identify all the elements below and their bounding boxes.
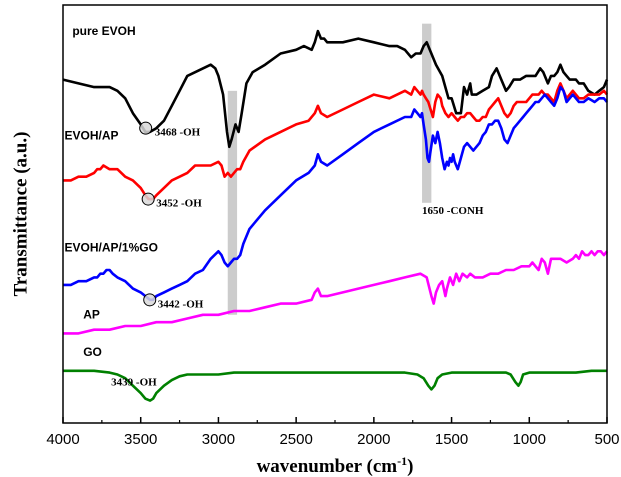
peak-label-1: 3452 -OH — [156, 198, 202, 210]
series-label-0: pure EVOH — [72, 24, 135, 38]
peak-marker-1 — [141, 192, 155, 206]
series-line-1 — [63, 82, 609, 201]
plot-frame — [62, 4, 608, 424]
series-label-3: AP — [83, 308, 100, 322]
spectra-lines — [62, 29, 609, 402]
series-line-4 — [63, 369, 607, 402]
peak-annotations: 3468 -OH 3452 -OH 3442 -OH 1650 -CONH 3439 -… — [111, 127, 484, 389]
peak-label-0: 3468 -OH — [155, 127, 201, 139]
x-axis-title: wavenumber (cm-1) — [257, 454, 414, 477]
peak-label-4: 3439 -OH — [111, 377, 157, 389]
series-line-2 — [63, 85, 608, 302]
series-label-2: EVOH/AP/1%GO — [65, 240, 158, 254]
series-label-4: GO — [83, 345, 102, 359]
x-axis-title-end: ) — [407, 456, 413, 477]
series-labels: pure EVOH EVOH/AP EVOH/AP/1%GO AP GO — [65, 24, 158, 359]
x-tick-label-4: 2000 — [357, 431, 390, 448]
highlight-bands — [227, 23, 432, 315]
x-tick-label-5: 1500 — [435, 431, 468, 448]
highlight-band-0 — [227, 90, 238, 315]
peak-label-2: 3442 -OH — [158, 298, 204, 310]
series-line-0 — [62, 29, 609, 149]
x-axis-title-sup: -1 — [397, 454, 407, 468]
x-axis-ticks: 4000 3500 3000 2500 2000 1500 1000 500 — [46, 417, 620, 448]
x-tick-label-0: 4000 — [46, 431, 79, 448]
peak-marker-0 — [139, 121, 153, 135]
peak-label-3: 1650 -CONH — [422, 205, 484, 217]
x-axis-title-main: wavenumber (cm — [257, 456, 398, 477]
x-tick-label-3: 2500 — [279, 431, 312, 448]
highlight-band-1 — [422, 23, 432, 203]
x-tick-label-1: 3500 — [124, 431, 157, 448]
series-label-1: EVOH/AP — [65, 128, 119, 142]
peak-marker-2 — [143, 293, 157, 307]
x-tick-label-2: 3000 — [202, 431, 235, 448]
peak-markers — [139, 121, 157, 307]
y-axis-title: Transmittance (a.u.) — [10, 132, 31, 297]
x-tick-label-7: 500 — [594, 431, 619, 448]
x-tick-label-6: 1000 — [513, 431, 546, 448]
series-line-3 — [63, 250, 609, 335]
